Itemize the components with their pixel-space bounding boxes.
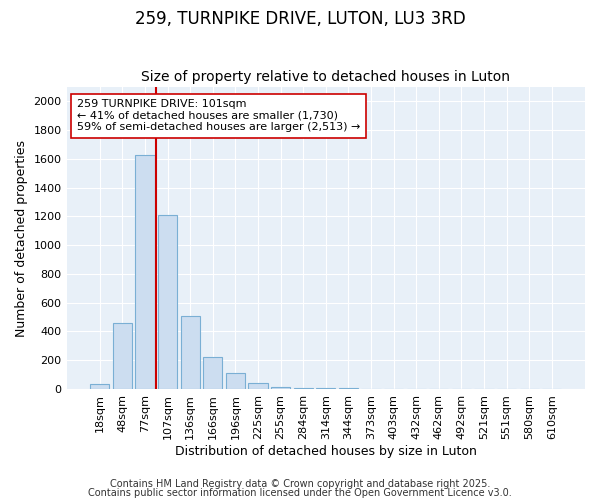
Text: Contains public sector information licensed under the Open Government Licence v3: Contains public sector information licen… [88, 488, 512, 498]
Bar [158, 215, 177, 389]
X-axis label: Distribution of detached houses by size in Luton: Distribution of detached houses by size … [175, 444, 477, 458]
Bar [136, 154, 155, 389]
Bar [248, 383, 268, 389]
Title: Size of property relative to detached houses in Luton: Size of property relative to detached ho… [141, 70, 510, 85]
Y-axis label: Number of detached properties: Number of detached properties [15, 140, 28, 336]
Text: Contains HM Land Registry data © Crown copyright and database right 2025.: Contains HM Land Registry data © Crown c… [110, 479, 490, 489]
Text: 259, TURNPIKE DRIVE, LUTON, LU3 3RD: 259, TURNPIKE DRIVE, LUTON, LU3 3RD [134, 10, 466, 28]
Bar [181, 316, 200, 389]
Bar [271, 387, 290, 389]
Bar [339, 388, 358, 389]
Bar [293, 388, 313, 389]
Bar [90, 384, 109, 389]
Bar [113, 323, 132, 389]
Bar [203, 358, 223, 389]
Text: 259 TURNPIKE DRIVE: 101sqm
← 41% of detached houses are smaller (1,730)
59% of s: 259 TURNPIKE DRIVE: 101sqm ← 41% of deta… [77, 99, 360, 132]
Bar [316, 388, 335, 389]
Bar [226, 373, 245, 389]
